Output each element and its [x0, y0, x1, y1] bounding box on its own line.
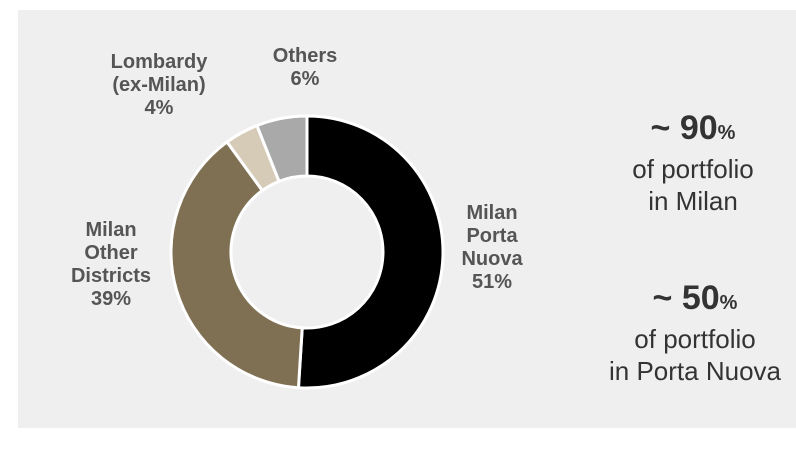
donut-slice-3	[255, 114, 309, 183]
stat-milan-prefix: ~	[650, 109, 680, 147]
stat-milan-line-1: of portfolio	[632, 154, 754, 184]
slice-name-line-3-0: Others	[273, 45, 337, 67]
slice-name-line-2-0: Lombardy	[111, 51, 209, 73]
stat-porta-nuova-headline: ~ 50%	[590, 278, 796, 323]
stat-porta-nuova-number: 50	[681, 279, 720, 317]
slice-name-line-0-0: Milan	[466, 202, 517, 224]
slice-label-2: Lombardy (ex-Milan) 4%	[111, 51, 209, 119]
donut-chart: Milan Porta Nuova 51%Milan Other Districts 39%…	[71, 45, 523, 390]
slice-name-line-1-0: Milan	[85, 219, 136, 241]
stat-porta-nuova-share: ~ 50% of portfolio in Porta Nuova	[590, 278, 796, 387]
slice-label-1: Milan Other Districts 39%	[71, 219, 151, 310]
donut-slice-1	[169, 140, 304, 390]
chart-panel: Milan Porta Nuova 51% Milan Other Districts 39%…	[18, 10, 796, 428]
donut-slices	[169, 114, 445, 390]
slice-name-line-1-1: Other	[84, 242, 138, 264]
stat-milan-line-2: in Milan	[648, 186, 738, 216]
stat-porta-nuova-line-2: in Porta Nuova	[609, 356, 781, 386]
slice-name-line-2-1: (ex-Milan)	[112, 74, 205, 96]
slice-label-0: Milan Porta Nuova 51%	[461, 202, 523, 293]
stat-milan-unit: %	[717, 122, 736, 144]
slice-value-label-0: 51%	[472, 271, 512, 293]
slice-value-label-3: 6%	[291, 68, 320, 90]
slice-label-3: Others 6%	[273, 45, 337, 90]
slice-labels: Milan Porta Nuova 51%Milan Other Districts 39%…	[71, 45, 523, 310]
slice-name-line-1-2: Districts	[71, 265, 151, 287]
stat-milan-share: ~ 90% of portfolio in Milan	[618, 108, 768, 217]
stat-porta-nuova-prefix: ~	[652, 279, 682, 317]
stat-porta-nuova-line-1: of portfolio	[634, 324, 756, 354]
stat-porta-nuova-unit: %	[719, 292, 738, 314]
slice-name-line-0-2: Nuova	[461, 248, 523, 270]
donut-slice-0	[296, 114, 445, 390]
slice-value-label-2: 4%	[145, 97, 174, 119]
slice-name-line-0-1: Porta	[466, 225, 518, 247]
stat-milan-headline: ~ 90%	[618, 108, 768, 153]
slice-value-label-1: 39%	[91, 288, 131, 310]
stat-milan-number: 90	[679, 109, 718, 147]
